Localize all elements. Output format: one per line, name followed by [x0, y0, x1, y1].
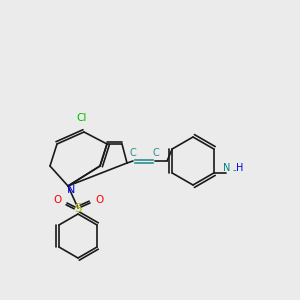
Text: -: -	[233, 165, 237, 175]
Text: N: N	[67, 185, 75, 195]
Text: O: O	[53, 195, 61, 205]
Text: O: O	[95, 195, 103, 205]
Text: S: S	[74, 202, 82, 214]
Text: H: H	[236, 163, 244, 173]
Text: N: N	[223, 163, 230, 173]
Text: C: C	[153, 148, 159, 158]
Text: C: C	[130, 148, 136, 158]
Text: Cl: Cl	[77, 113, 87, 123]
